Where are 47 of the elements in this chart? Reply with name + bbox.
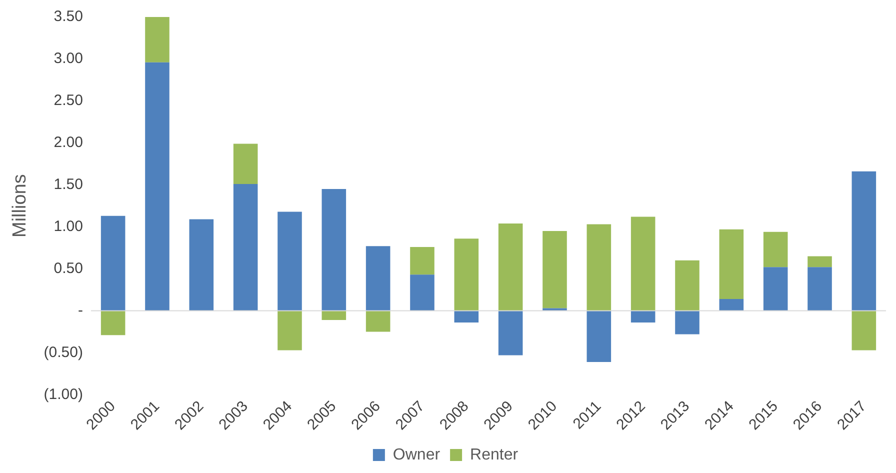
bar [189,219,214,311]
bar [763,232,788,268]
y-tick-label: - [78,302,83,319]
bar [719,299,744,311]
y-tick-label: 0.50 [54,260,83,277]
y-tick-label: (0.50) [44,344,83,361]
bar [630,216,656,311]
y-axis-title: Millions [10,174,31,238]
bar [233,184,258,311]
bar [498,310,523,356]
bar [852,310,876,350]
bar [454,310,479,322]
bar [410,246,434,275]
bar [675,310,700,334]
y-tick-label: 1.50 [54,176,83,193]
bar [278,212,302,311]
legend-label: Owner [392,446,441,464]
bar [145,17,170,62]
bar [100,216,126,311]
bar [675,260,700,311]
bar [454,238,479,311]
bar [278,310,302,350]
bar [498,223,523,311]
y-tick-label: 1.00 [54,218,83,235]
legend-label: Renter [470,446,519,464]
bar [719,229,744,299]
bar [630,310,656,322]
bar [586,310,612,362]
bar [366,246,390,311]
bar [322,310,346,320]
y-tick-label: 2.00 [54,134,83,152]
bar [100,310,126,336]
y-tick-label: (1.00) [44,386,83,403]
bar [852,171,876,311]
y-tick-label: 3.00 [54,50,83,68]
bar [233,144,258,184]
y-tick-label: 2.50 [54,92,83,110]
bar [763,267,788,311]
bar [366,310,390,332]
y-tick-label: 3.50 [54,8,83,26]
bar [410,274,434,311]
bar [542,231,567,308]
bar [808,256,832,268]
bar [322,189,346,311]
bar [808,267,832,311]
bar [586,224,612,311]
bar [145,62,170,311]
